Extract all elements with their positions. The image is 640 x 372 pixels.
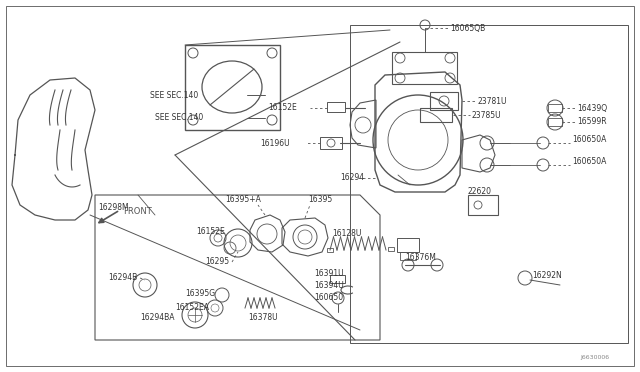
Text: 16599R: 16599R bbox=[577, 118, 607, 126]
Text: 16395+A: 16395+A bbox=[225, 196, 261, 205]
Text: 16294B: 16294B bbox=[108, 273, 137, 282]
Bar bbox=[185, 45, 280, 130]
Bar bbox=[420, 108, 452, 122]
Text: 16152E: 16152E bbox=[196, 228, 225, 237]
Text: 16391U: 16391U bbox=[314, 269, 344, 278]
Text: 16295: 16295 bbox=[205, 257, 229, 266]
Text: 22620: 22620 bbox=[468, 187, 492, 196]
Bar bbox=[400, 252, 416, 260]
Text: 160650A: 160650A bbox=[572, 135, 606, 144]
Text: SEE SEC.140: SEE SEC.140 bbox=[150, 90, 198, 99]
Text: 16152E: 16152E bbox=[268, 103, 297, 112]
Bar bbox=[430, 92, 458, 110]
Text: 16394U: 16394U bbox=[314, 282, 344, 291]
Text: 23781U: 23781U bbox=[477, 96, 506, 106]
Text: 16196U: 16196U bbox=[260, 138, 290, 148]
Text: 160650: 160650 bbox=[314, 294, 343, 302]
Text: FRONT: FRONT bbox=[123, 208, 152, 217]
Bar bbox=[320, 137, 342, 149]
Bar bbox=[327, 248, 333, 252]
Text: 16439Q: 16439Q bbox=[577, 103, 607, 112]
Text: 23785U: 23785U bbox=[472, 110, 502, 119]
Text: 16378U: 16378U bbox=[248, 314, 278, 323]
Text: 16128U: 16128U bbox=[332, 228, 362, 237]
Text: 16376M: 16376M bbox=[405, 253, 436, 263]
Bar bbox=[350, 25, 628, 343]
Text: 160650A: 160650A bbox=[572, 157, 606, 167]
Bar bbox=[397, 238, 419, 252]
Text: 16294: 16294 bbox=[340, 173, 364, 183]
Bar bbox=[327, 102, 345, 112]
Bar bbox=[548, 104, 562, 112]
Text: 16152EA: 16152EA bbox=[175, 304, 209, 312]
Text: 16292N: 16292N bbox=[532, 272, 562, 280]
Bar bbox=[330, 275, 345, 283]
Text: 16395G: 16395G bbox=[185, 289, 215, 298]
Text: 16294BA: 16294BA bbox=[140, 312, 175, 321]
Bar bbox=[548, 118, 562, 126]
Bar bbox=[388, 247, 394, 251]
Text: J6630006: J6630006 bbox=[580, 356, 609, 360]
Text: 16065QB: 16065QB bbox=[450, 23, 485, 32]
Text: 16298M: 16298M bbox=[98, 202, 129, 212]
Bar bbox=[468, 195, 498, 215]
Bar bbox=[392, 52, 457, 84]
Text: 16395: 16395 bbox=[308, 196, 332, 205]
Text: SEE SEC.140: SEE SEC.140 bbox=[155, 113, 204, 122]
